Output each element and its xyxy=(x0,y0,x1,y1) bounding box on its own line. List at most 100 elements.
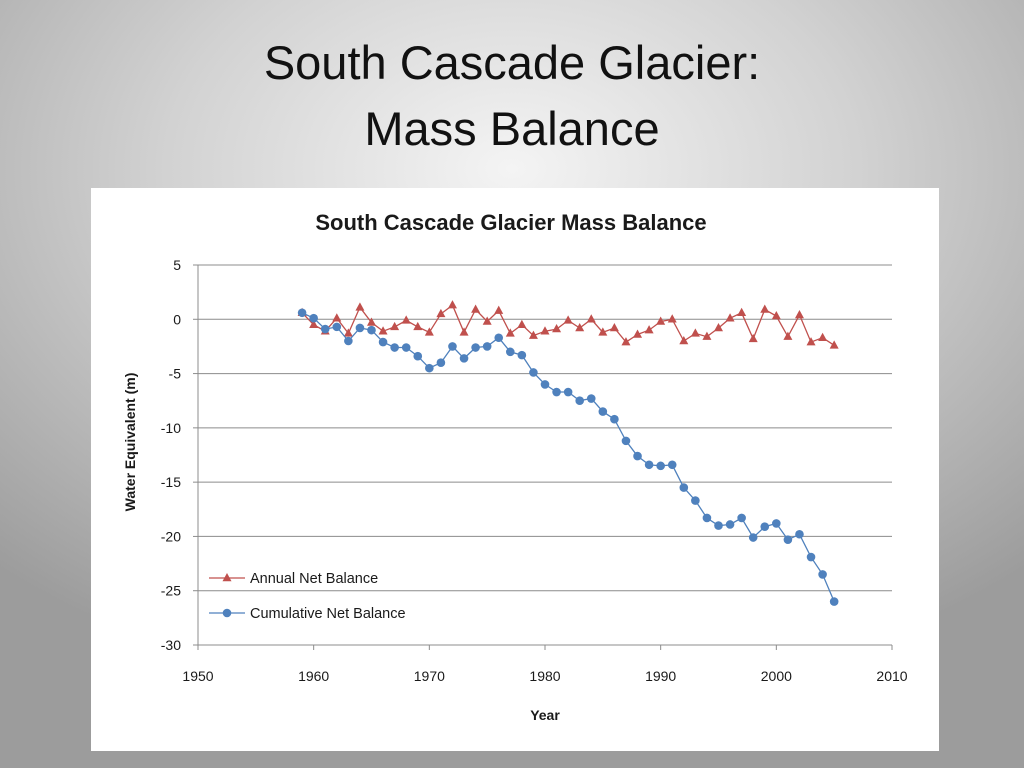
data-point-circle xyxy=(633,451,642,461)
data-point-triangle xyxy=(714,322,723,332)
series-annual-net-balance xyxy=(297,300,839,349)
data-point-circle xyxy=(494,333,504,343)
data-point-circle xyxy=(679,483,689,492)
data-point-circle xyxy=(471,343,480,352)
data-point-triangle xyxy=(390,321,400,331)
data-point-triangle xyxy=(424,327,434,336)
data-point-circle xyxy=(829,597,839,606)
x-tick-label: 1970 xyxy=(414,668,445,684)
data-point-triangle xyxy=(794,309,804,319)
series-line xyxy=(301,312,835,602)
data-point-circle xyxy=(355,323,365,333)
data-point-circle xyxy=(436,358,446,368)
slide-title-line-2: Mass Balance xyxy=(364,102,660,155)
y-tick-label: -10 xyxy=(161,420,181,436)
x-axis-label: Year xyxy=(530,707,560,723)
data-point-circle xyxy=(448,342,457,351)
data-point-triangle xyxy=(343,328,353,337)
y-tick-label: 0 xyxy=(173,311,181,327)
data-point-circle xyxy=(610,414,619,424)
data-point-circle xyxy=(552,387,561,397)
data-point-circle xyxy=(517,350,527,360)
data-point-circle xyxy=(320,324,330,334)
y-tick-label: -15 xyxy=(161,474,181,490)
chart-panel: South Cascade Glacier Mass Balance 5 0 -5 -… xyxy=(91,188,939,751)
legend-marker xyxy=(222,573,232,582)
data-point-circle xyxy=(621,436,631,446)
gridlines xyxy=(198,264,892,646)
data-point-triangle xyxy=(471,304,481,313)
legend: Annual Net Balance Cumulative Net Balance xyxy=(209,571,406,622)
data-point-triangle xyxy=(436,308,446,318)
data-point-circle xyxy=(714,521,723,530)
data-point-circle xyxy=(818,570,827,579)
data-point-triangle xyxy=(540,326,550,335)
data-point-circle xyxy=(506,347,515,357)
legend-item: Cumulative Net Balance xyxy=(209,606,406,622)
series xyxy=(297,300,839,606)
data-point-triangle xyxy=(748,333,758,343)
y-tick-label: -30 xyxy=(161,637,181,653)
data-point-circle xyxy=(425,363,434,373)
data-point-triangle xyxy=(586,314,596,323)
data-point-circle xyxy=(482,342,492,351)
series-cumulative-net-balance xyxy=(297,308,839,606)
data-point-triangle xyxy=(644,325,654,334)
data-point-triangle xyxy=(679,336,689,345)
data-point-triangle xyxy=(621,337,631,346)
x-tick-label: 1960 xyxy=(298,668,329,684)
data-point-triangle xyxy=(771,311,781,320)
x-tick-label: 1980 xyxy=(529,668,560,684)
chart-title: South Cascade Glacier Mass Balance xyxy=(315,210,706,235)
data-point-triangle xyxy=(563,315,573,324)
data-point-triangle xyxy=(737,307,747,317)
data-point-triangle xyxy=(494,305,504,314)
data-point-triangle xyxy=(806,337,816,346)
data-point-circle xyxy=(413,351,423,361)
data-point-circle xyxy=(702,513,712,523)
data-point-triangle xyxy=(355,302,365,311)
data-point-circle xyxy=(783,535,793,544)
legend-label: Cumulative Net Balance xyxy=(250,606,406,622)
x-tick-label: 2010 xyxy=(876,668,907,684)
data-point-triangle xyxy=(598,327,608,336)
legend-item: Annual Net Balance xyxy=(209,571,378,587)
data-point-circle xyxy=(748,533,758,542)
data-point-triangle xyxy=(656,316,666,325)
data-point-circle xyxy=(737,513,746,523)
data-point-circle xyxy=(459,354,469,363)
data-point-circle xyxy=(378,337,388,347)
data-point-circle xyxy=(390,343,399,352)
data-point-circle xyxy=(332,322,342,332)
y-tick-label: 5 xyxy=(173,257,181,273)
data-point-triangle xyxy=(401,315,411,324)
data-point-circle xyxy=(309,313,318,323)
data-point-triangle xyxy=(667,314,677,323)
data-point-triangle xyxy=(482,316,492,325)
data-point-triangle xyxy=(760,304,770,313)
data-point-triangle xyxy=(332,313,342,322)
data-point-circle xyxy=(529,368,538,377)
data-point-triangle xyxy=(690,328,700,337)
data-point-triangle xyxy=(609,322,619,332)
legend-marker xyxy=(222,608,232,618)
data-point-circle xyxy=(760,522,770,531)
data-point-circle xyxy=(656,461,665,471)
data-point-circle xyxy=(725,520,735,529)
data-point-triangle xyxy=(575,322,585,332)
data-point-triangle xyxy=(633,329,643,338)
data-point-circle xyxy=(691,496,700,505)
data-point-triangle xyxy=(367,317,376,326)
data-point-circle xyxy=(772,519,781,528)
x-tick-label: 1950 xyxy=(182,668,213,684)
data-point-triangle xyxy=(552,324,562,333)
data-point-triangle xyxy=(818,332,828,341)
data-point-circle xyxy=(644,460,654,470)
data-point-triangle xyxy=(447,300,457,309)
y-axis-label: Water Equivalent (m) xyxy=(122,373,138,512)
y-tick-label: -20 xyxy=(161,528,181,544)
data-point-circle xyxy=(598,407,608,416)
data-point-circle xyxy=(401,343,411,352)
data-point-circle xyxy=(795,529,804,539)
